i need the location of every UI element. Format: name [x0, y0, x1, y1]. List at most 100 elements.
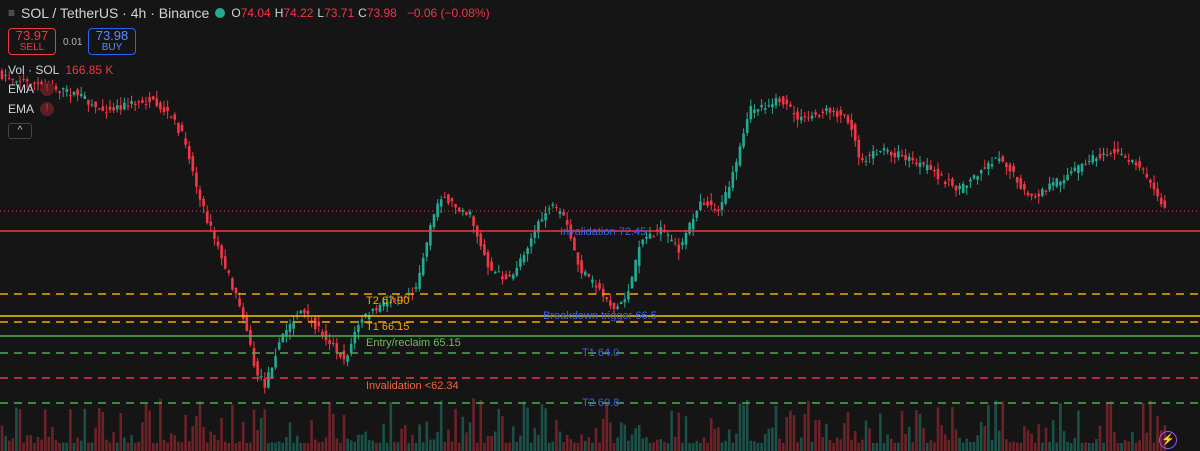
sell-button[interactable]: 73.97 SELL: [8, 28, 56, 55]
candle-body: [321, 331, 324, 336]
volume-bar: [1116, 443, 1120, 451]
volume-bar: [979, 422, 983, 451]
candle-body: [745, 119, 749, 133]
candle-body: [774, 98, 778, 106]
candle-body: [1149, 179, 1152, 183]
volume-bar: [594, 428, 598, 451]
volume-bar: [29, 435, 33, 451]
volume-bar: [522, 401, 526, 451]
volume-bar: [511, 426, 515, 451]
error-icon: !: [40, 102, 55, 116]
volume-bar: [897, 442, 900, 451]
volume-bar: [130, 435, 133, 451]
volume-bar: [767, 428, 771, 451]
volume-bar: [457, 442, 461, 451]
volume-bar: [702, 437, 706, 451]
ema-indicator[interactable]: EMA!: [8, 102, 55, 116]
volume-bar: [576, 442, 580, 451]
candle-body: [69, 95, 72, 97]
volume-bar: [191, 426, 195, 451]
ema-indicator[interactable]: EMA!: [8, 82, 55, 96]
volume-bar: [864, 420, 868, 451]
candle-body: [666, 234, 670, 236]
candle-body: [861, 157, 864, 161]
volume-bar: [119, 413, 123, 451]
volume-bar: [774, 405, 778, 451]
candle-body: [205, 211, 209, 223]
volume-bar: [475, 442, 479, 451]
candle-body: [213, 230, 216, 239]
volume-bar: [965, 438, 969, 451]
candle-body: [825, 108, 828, 111]
volume-bar: [555, 419, 558, 451]
candle-body: [151, 96, 155, 100]
volume-bar: [321, 441, 324, 451]
volume-bar: [648, 442, 652, 451]
candle-body: [864, 160, 868, 162]
candle-body: [439, 199, 443, 207]
volume-bar: [144, 403, 148, 451]
volume-bar: [105, 439, 108, 451]
candle-body: [634, 259, 637, 282]
volume-bar: [886, 434, 889, 451]
volume-bar: [47, 436, 51, 451]
candle-body: [429, 225, 432, 246]
candle-body: [4, 75, 7, 77]
volume-bar: [645, 437, 648, 451]
candle-body: [803, 115, 807, 117]
candle-body: [814, 112, 817, 115]
volume-bar: [306, 442, 310, 451]
candle-body: [486, 252, 490, 268]
candle-body: [1123, 155, 1127, 158]
candle-body: [447, 194, 450, 204]
candle-body: [101, 106, 105, 111]
menu-icon[interactable]: ≡: [8, 6, 16, 20]
level-label: Entry/reclaim 65.15: [366, 337, 461, 349]
candle-body: [1033, 196, 1037, 198]
candle-body: [209, 221, 213, 226]
candle-body: [1159, 197, 1163, 205]
volume-bar: [846, 412, 850, 451]
candle-body: [281, 333, 285, 343]
candle-body: [216, 241, 220, 247]
candle-body: [36, 82, 40, 84]
candle-body: [735, 162, 738, 173]
collapse-button[interactable]: ^: [8, 123, 32, 139]
candle-body: [519, 258, 522, 267]
volume-bar: [270, 442, 274, 451]
candle-body: [771, 104, 774, 108]
volume-indicator[interactable]: Vol · SOL 166.85 K: [8, 63, 113, 77]
volume-bar: [612, 443, 616, 451]
candle-body: [699, 201, 702, 211]
candle-body: [900, 155, 904, 157]
candle-body: [1055, 178, 1059, 187]
candle-body: [61, 88, 65, 90]
candle-body: [141, 100, 144, 103]
volume-bar: [839, 439, 843, 451]
volume-bar: [133, 442, 137, 451]
volume-bar: [1091, 442, 1095, 451]
volume-bar: [18, 409, 22, 451]
volume-bar: [353, 441, 357, 451]
candle-body: [623, 299, 627, 303]
volume-bar: [1105, 402, 1109, 451]
volume-bar: [879, 413, 882, 451]
volume-bar: [432, 439, 436, 451]
candle-body: [789, 104, 792, 107]
candle-body: [677, 244, 681, 253]
volume-bar: [807, 401, 810, 451]
candle-body: [994, 157, 997, 159]
volume-bar: [493, 431, 497, 451]
volume-bar: [364, 431, 367, 451]
buy-button[interactable]: 73.98 BUY: [88, 28, 136, 55]
volume-bar: [889, 438, 893, 451]
candle-body: [576, 252, 580, 265]
bolt-button[interactable]: ⚡: [1159, 431, 1177, 449]
symbol[interactable]: SOL / TetherUS · 4h · Binance: [21, 5, 210, 21]
volume-bar: [843, 422, 846, 451]
volume-bar: [72, 442, 76, 451]
candle-body: [879, 150, 882, 153]
volume-bar: [1059, 403, 1062, 451]
volume-bar: [267, 442, 270, 451]
volume-bar: [677, 412, 681, 451]
